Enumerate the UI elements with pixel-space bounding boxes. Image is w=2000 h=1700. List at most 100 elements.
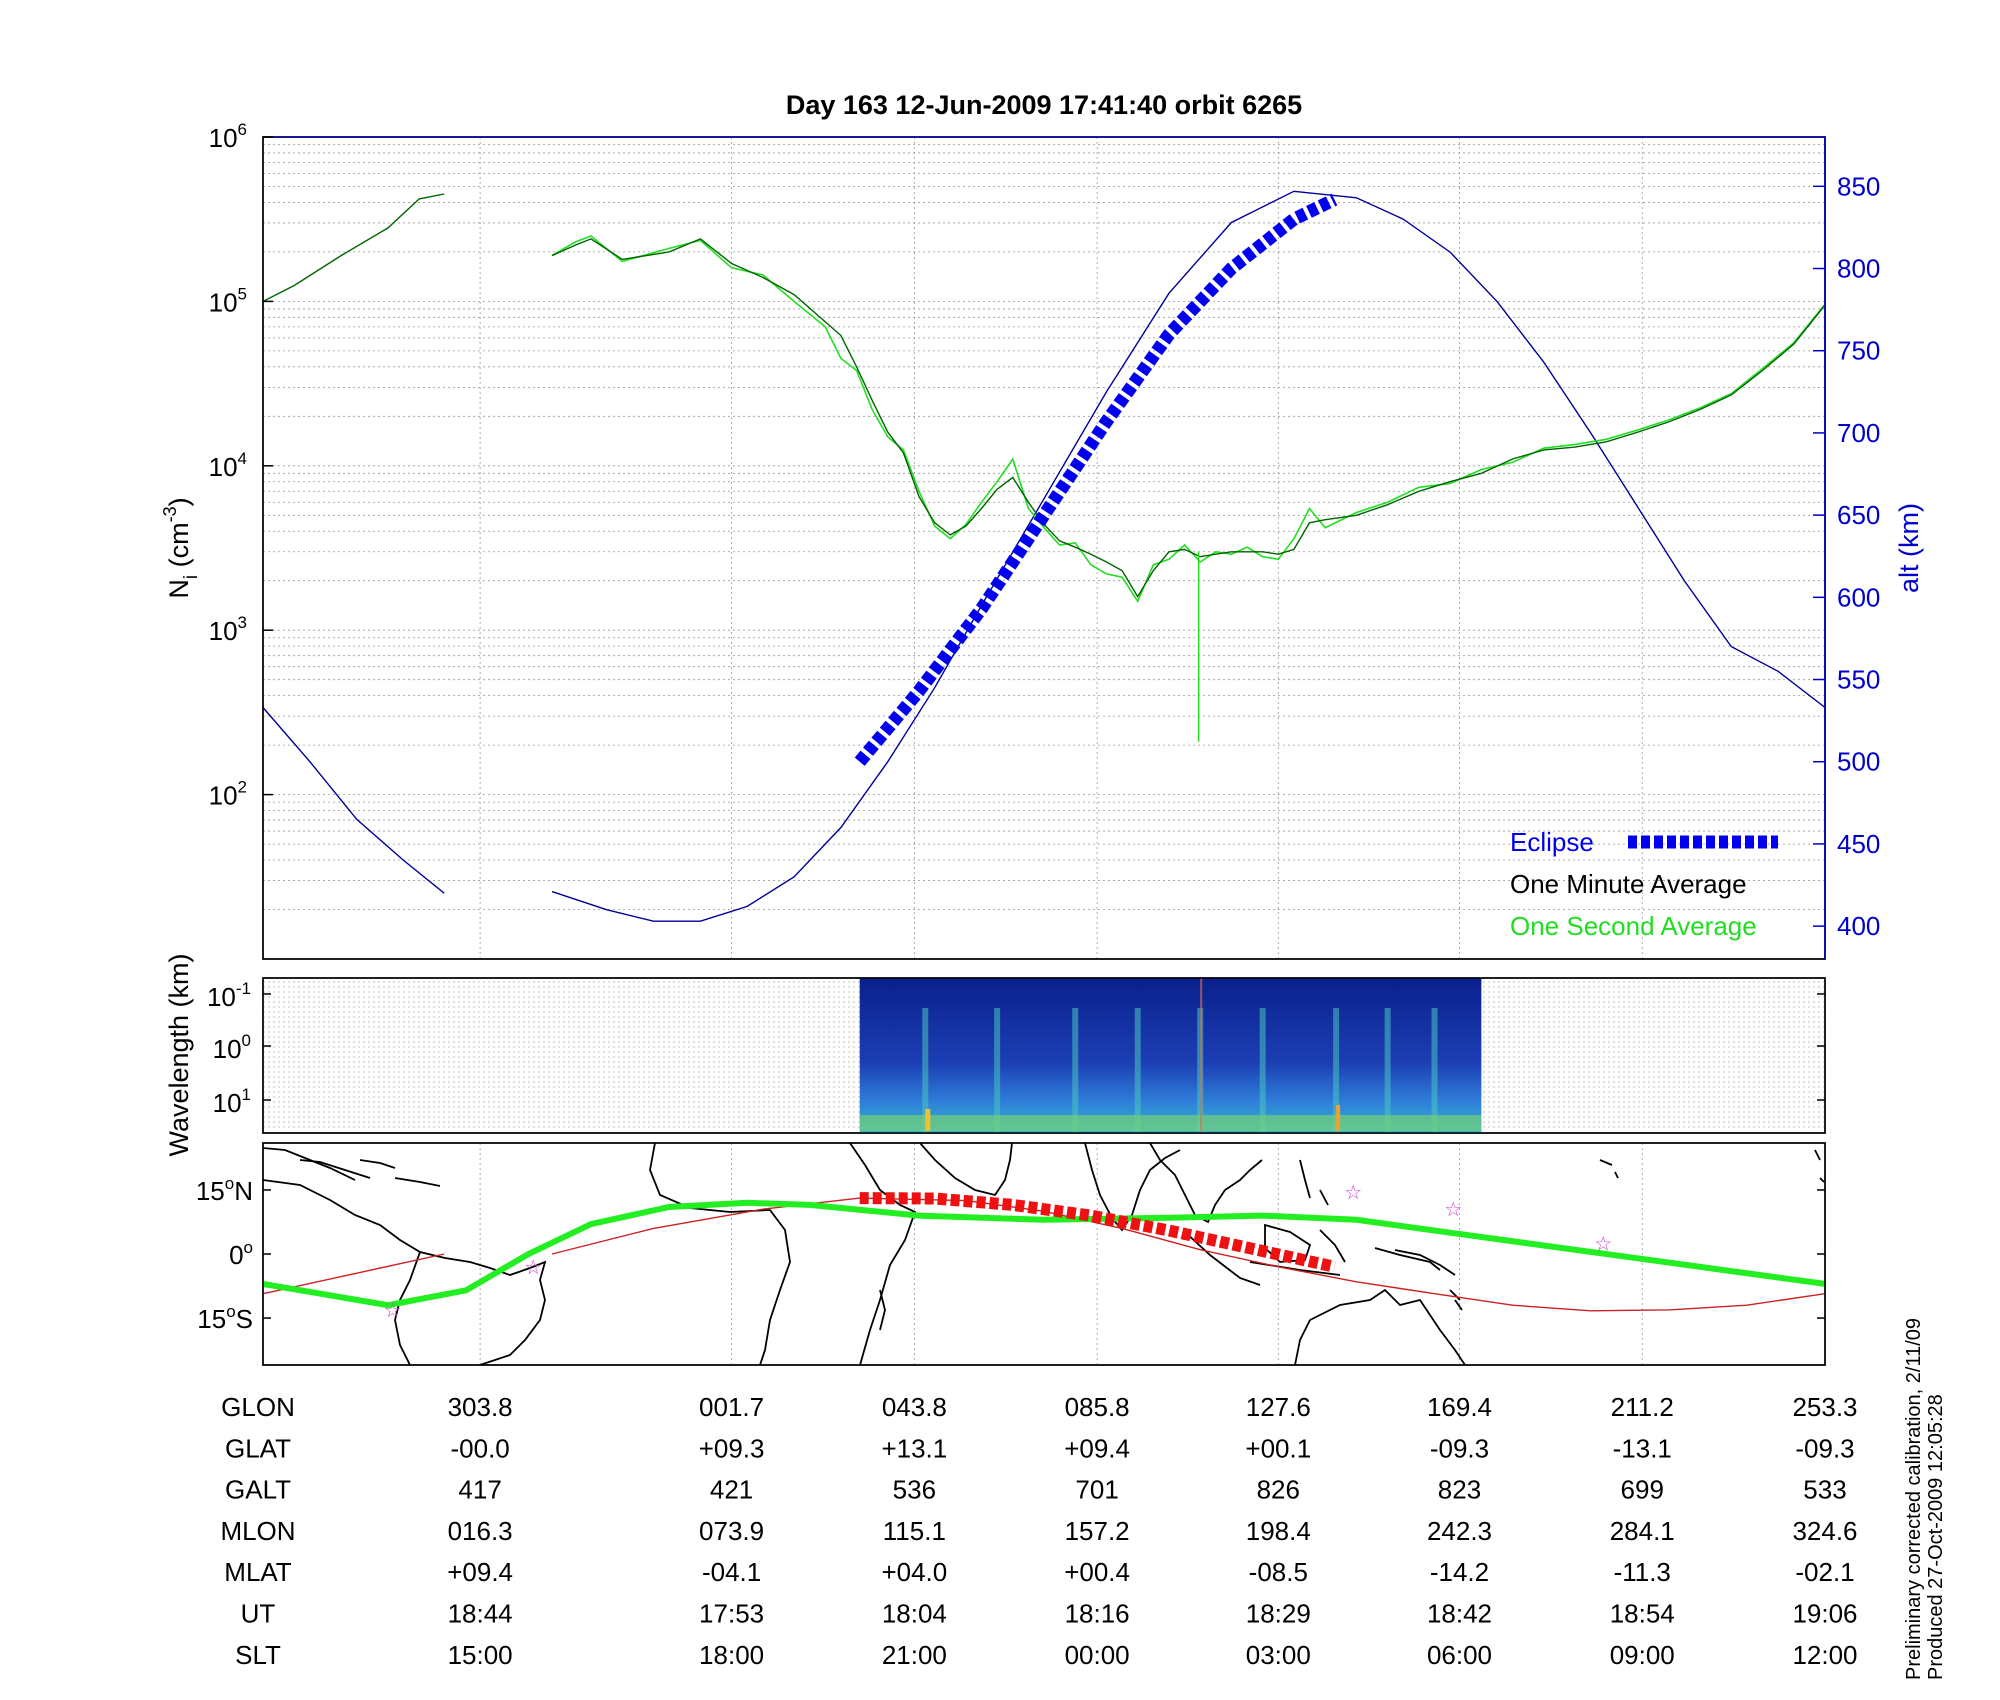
table-cell: 12:00 [1792, 1640, 1857, 1670]
table-cell: 09:00 [1610, 1640, 1675, 1670]
y2-tick-label: 850 [1837, 171, 1880, 201]
table-cell: 115.1 [883, 1516, 946, 1546]
table-cell: 06:00 [1427, 1640, 1492, 1670]
table-cell: 18:04 [882, 1599, 947, 1629]
map-tick-label: 0o [229, 1238, 253, 1270]
map-grid [479, 1143, 1643, 1365]
table-cell: 417 [458, 1475, 501, 1505]
density-panel: 102 103 104 105 106 400 450 500 550 600 650 700 750… [160, 120, 1924, 960]
y2-tick-label: 750 [1837, 336, 1880, 366]
table-cell: 085.8 [1065, 1392, 1130, 1422]
figure-title: Day 163 12-Jun-2009 17:41:40 orbit 6265 [786, 90, 1302, 120]
spec-tick-label: 100 [213, 1031, 251, 1064]
coastline-pacific-islands [1454, 1149, 1825, 1311]
table-cell: 826 [1257, 1475, 1300, 1505]
coastline-central-america [263, 1147, 356, 1181]
table-cell: 211.2 [1611, 1392, 1674, 1422]
table-cell: 701 [1075, 1475, 1118, 1505]
table-cell: 823 [1438, 1475, 1481, 1505]
table-cell: 284.1 [1610, 1516, 1675, 1546]
footnote-calibration: Preliminary corrected calibration, 2/11/… [1903, 1318, 1925, 1680]
table-cell: -08.5 [1249, 1557, 1308, 1587]
map-series: ☆ ☆ ☆ ☆ ☆ [263, 1182, 1825, 1322]
y-tick-label: 102 [209, 778, 247, 811]
table-cell: 073.9 [699, 1516, 764, 1546]
map-y-ticks: 15oN 0o 15oS [196, 1174, 1825, 1334]
table-cell: +04.0 [881, 1557, 947, 1587]
map-tick-label: 15oN [196, 1174, 253, 1206]
eclipse-line [854, 193, 1338, 766]
map-panel: ☆ ☆ ☆ ☆ ☆ 15oN 0o 15oS [196, 1142, 1826, 1366]
legend: Eclipse One Minute Average One Second Av… [1510, 827, 1778, 941]
table-cell: 533 [1803, 1475, 1846, 1505]
star-marker-icon: ☆ [1444, 1199, 1462, 1221]
spectrogram-y-ticks: 10-1 100 101 [207, 979, 1825, 1118]
table-cell: 18:29 [1246, 1599, 1311, 1629]
y2-tick-label: 500 [1837, 747, 1880, 777]
y2-tick-label: 800 [1837, 254, 1880, 284]
y-tick-label: 104 [209, 449, 247, 482]
spec-streak [1259, 1008, 1266, 1133]
star-marker-icon: ☆ [1594, 1233, 1612, 1255]
table-cell: +13.1 [881, 1433, 947, 1463]
table-cell: 043.8 [882, 1392, 947, 1422]
spec-streak [922, 1008, 929, 1133]
star-marker-icon: ☆ [384, 1300, 402, 1322]
y-tick-label: 106 [209, 120, 247, 153]
y2-tick-label: 450 [1837, 829, 1880, 859]
spec-streak [1333, 1008, 1340, 1133]
coastline-south-america [263, 1179, 547, 1365]
table-cell: 18:44 [448, 1599, 513, 1629]
table-cell: +09.4 [447, 1557, 513, 1587]
y-tick-label: 105 [209, 284, 247, 317]
table-cell: +09.4 [1064, 1433, 1130, 1463]
spec-hot [1336, 1105, 1341, 1131]
table-cell: 157.2 [1065, 1516, 1130, 1546]
spec-tick-label: 101 [213, 1085, 251, 1118]
legend-eclipse-label: Eclipse [1510, 827, 1594, 857]
y2-tick-label: 700 [1837, 418, 1880, 448]
spec-streak [1134, 1008, 1141, 1133]
spec-low-band [859, 1115, 1482, 1131]
spec-tick-label: 10-1 [207, 979, 251, 1012]
coastline-new-guinea [1394, 1249, 1461, 1301]
spectrogram-panel: 10-1 100 101 Wavelength (km) [164, 953, 1826, 1157]
one-minute-average-line [263, 193, 445, 303]
table-cell: 03:00 [1246, 1640, 1311, 1670]
y2-tick-label: 550 [1837, 665, 1880, 695]
orbit-parameter-table: GLON GLAT GALT MLON MLAT UT SLT 303.8 -00.0 417 01… [220, 1392, 1857, 1670]
legend-one-minute-label: One Minute Average [1510, 869, 1747, 899]
altitude-y-ticks: 400 450 500 550 600 650 700 750 800 850 [1813, 171, 1880, 941]
spec-streak [1072, 1008, 1079, 1133]
table-row-label: UT [241, 1599, 276, 1629]
coastline-southeast-asia [1149, 1143, 1263, 1224]
spectrogram-image [859, 978, 1482, 1133]
table-cell: 127.6 [1246, 1392, 1311, 1422]
table-row-label: GALT [225, 1475, 291, 1505]
spec-streak [1431, 1008, 1438, 1133]
table-cell: -02.1 [1795, 1557, 1854, 1587]
table-cell: 001.7 [699, 1392, 764, 1422]
table-cell: -09.3 [1795, 1433, 1854, 1463]
table-row-label: GLON [221, 1392, 295, 1422]
coastline-australia [1294, 1288, 1466, 1365]
table-cell: 18:00 [699, 1640, 764, 1670]
table-cell: 324.6 [1792, 1516, 1857, 1546]
table-cell: 169.4 [1427, 1392, 1492, 1422]
table-cell: +00.1 [1245, 1433, 1311, 1463]
map-magnetic-track [263, 1199, 1825, 1309]
table-cell: 303.8 [448, 1392, 513, 1422]
map-eclipse-line [859, 1192, 1336, 1273]
table-row-label: GLAT [225, 1433, 291, 1463]
table-cell: 198.4 [1246, 1516, 1311, 1546]
altitude-line [263, 707, 445, 894]
density-y-label: Ni (cm-3) [160, 497, 202, 598]
table-cell: 18:54 [1610, 1599, 1675, 1629]
y2-tick-label: 600 [1837, 582, 1880, 612]
legend-one-second-label: One Second Average [1510, 911, 1757, 941]
density-series [263, 190, 1825, 922]
map-tick-label: 15oS [197, 1302, 253, 1334]
spec-hot [925, 1109, 931, 1131]
spec-line [1200, 978, 1203, 1133]
table-cell: 18:16 [1065, 1599, 1130, 1629]
